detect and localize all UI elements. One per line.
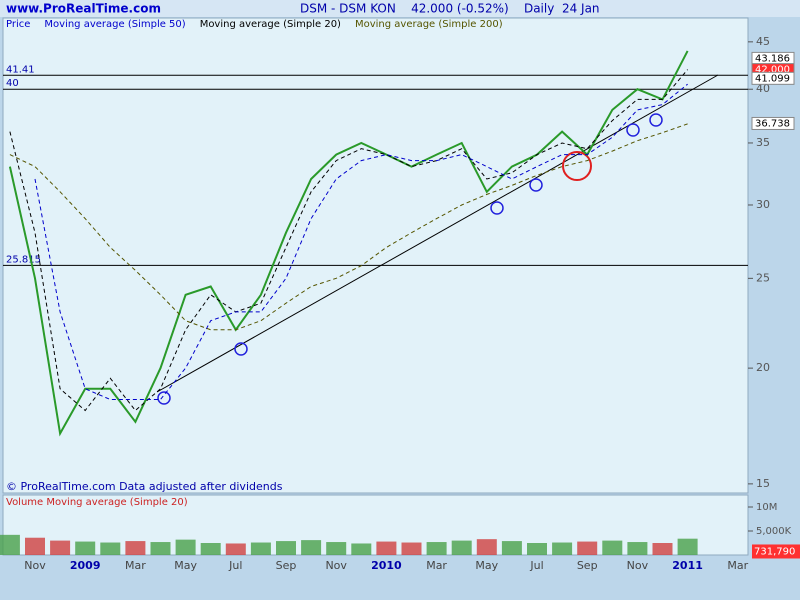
volume-bar	[602, 540, 623, 555]
price-panel	[2, 17, 749, 494]
x-tick-label: Nov	[325, 559, 347, 572]
x-tick-label: Sep	[276, 559, 297, 572]
x-tick-label: Jul	[529, 559, 543, 572]
volume-bar	[652, 543, 673, 555]
volume-bar	[301, 540, 322, 555]
legend-entry: Price	[6, 19, 30, 30]
volume-bar	[75, 541, 96, 555]
price-label: 36.738	[755, 118, 790, 129]
y-tick-label: 15	[756, 477, 770, 490]
volume-bar	[125, 541, 146, 555]
series-line	[9, 123, 688, 331]
volume-bar	[501, 541, 522, 555]
volume-bar	[577, 541, 598, 555]
volume-bar	[476, 539, 497, 555]
y-tick-label: 20	[756, 361, 770, 374]
volume-tick-label: 10M	[756, 502, 777, 513]
x-tick-label: Sep	[577, 559, 598, 572]
x-tick-label: Mar	[125, 559, 146, 572]
series-line	[34, 83, 688, 400]
price-label: 43.186	[755, 53, 790, 64]
x-tick-label: 2010	[371, 559, 402, 572]
volume-bar	[0, 534, 20, 555]
y-tick-label: 40	[756, 82, 770, 95]
volume-bar	[200, 543, 221, 555]
price-label-box	[751, 116, 795, 130]
level-label: 40	[6, 78, 19, 89]
volume-bar	[175, 539, 196, 555]
volume-tick-label: 5,000K	[756, 526, 792, 537]
volume-last-box	[752, 544, 800, 559]
x-tick-label: Jul	[228, 559, 242, 572]
x-tick-label: May	[174, 559, 197, 572]
x-tick-label: Nov	[627, 559, 649, 572]
highlight-circle	[562, 151, 592, 181]
footer: © ProRealTime.com Data adjusted after di…	[6, 480, 283, 493]
volume-bar	[376, 541, 397, 555]
volume-bar	[627, 542, 648, 555]
volume-bar	[100, 542, 121, 555]
volume-bar	[25, 537, 45, 555]
volume-bar	[351, 543, 372, 555]
volume-bar	[276, 541, 296, 555]
legend-entry: Moving average (Simple 200)	[355, 19, 503, 30]
price-label: 41.099	[755, 73, 790, 84]
series-line	[9, 69, 688, 412]
level-label: 25.815	[6, 254, 41, 265]
y-tick-label: 45	[756, 35, 770, 48]
series-line	[8, 50, 689, 437]
x-tick-label: 2011	[672, 559, 703, 572]
x-tick-label: Mar	[727, 559, 748, 572]
volume-bar	[150, 542, 171, 555]
volume-bar	[552, 542, 573, 555]
legend-entry: Moving average (Simple 50)	[44, 19, 185, 30]
volume-bar	[225, 543, 246, 555]
x-tick-label: Mar	[426, 559, 447, 572]
header-bar	[0, 0, 800, 17]
site-link[interactable]: www.ProRealTime.com	[6, 2, 161, 16]
level-label: 41.41	[6, 64, 35, 75]
y-tick-label: 25	[756, 271, 770, 284]
x-tick-label: Nov	[24, 559, 46, 572]
volume-last-label: 731,790	[754, 546, 795, 557]
x-tick-label: 2009	[70, 559, 101, 572]
volume-bar	[677, 538, 698, 555]
y-tick-label: 35	[756, 136, 770, 149]
volume-bar	[250, 542, 271, 555]
y-tick-label: 30	[756, 198, 770, 211]
price-label: 42.000	[755, 65, 790, 76]
volume-bar	[326, 542, 347, 555]
volume-bar	[451, 540, 472, 555]
x-tick-label: May	[475, 559, 498, 572]
trendline	[156, 74, 719, 393]
support-circles	[157, 113, 663, 405]
volume-title: Volume Moving average (Simple 20)	[6, 497, 188, 508]
volume-bar	[401, 542, 422, 555]
volume-bar	[50, 540, 71, 555]
price-label-box	[751, 71, 795, 85]
quote: DSM - DSM KON 42.000 (-0.52%) Daily 24 J…	[300, 2, 600, 16]
volume-bar	[527, 543, 547, 555]
volume-bar	[426, 542, 447, 555]
legend-entry: Moving average (Simple 20)	[200, 19, 341, 30]
